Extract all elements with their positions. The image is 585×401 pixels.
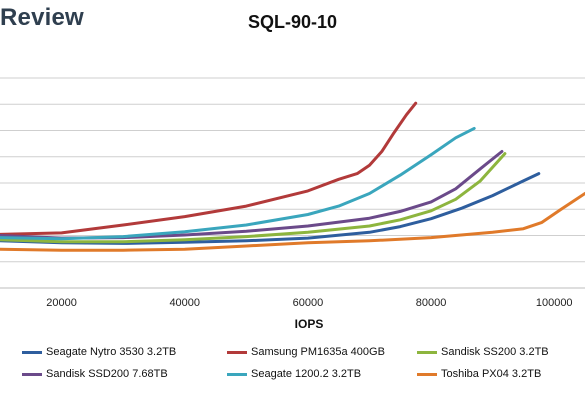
legend-item: Seagate Nytro 3530 3.2TB bbox=[22, 346, 227, 358]
chart-legend: Seagate Nytro 3530 3.2TB Samsung PM1635a … bbox=[22, 346, 582, 380]
legend-label: Sandisk SSD200 7.68TB bbox=[46, 368, 168, 380]
legend-label: Seagate 1200.2 3.2TB bbox=[251, 368, 362, 380]
series-line-5 bbox=[0, 126, 476, 241]
series-line-3 bbox=[0, 152, 507, 244]
legend-item: Sandisk SS200 3.2TB bbox=[417, 346, 577, 358]
chart-title: SQL-90-10 bbox=[247, 12, 338, 32]
legend-item: Seagate 1200.2 3.2TB bbox=[227, 368, 417, 380]
legend-label: Sandisk SS200 3.2TB bbox=[441, 346, 549, 358]
legend-swatch bbox=[22, 350, 42, 354]
legend-label: Toshiba PX04 3.2TB bbox=[441, 368, 542, 380]
legend-label: Seagate Nytro 3530 3.2TB bbox=[46, 346, 177, 358]
legend-swatch bbox=[22, 372, 42, 376]
x-tick-label: 100000 bbox=[536, 297, 573, 309]
series-line-1 bbox=[0, 172, 541, 245]
x-tick-label: 20000 bbox=[46, 297, 77, 309]
legend-swatch bbox=[227, 372, 247, 376]
x-axis-title: IOPS bbox=[295, 317, 324, 331]
legend-label: Samsung PM1635a 400GB bbox=[251, 346, 385, 358]
legend-swatch bbox=[417, 350, 437, 354]
legend-item: Toshiba PX04 3.2TB bbox=[417, 368, 577, 380]
review-watermark: Review bbox=[0, 4, 84, 31]
series-line-6 bbox=[0, 192, 585, 252]
legend-swatch bbox=[227, 350, 247, 354]
x-tick-label: 40000 bbox=[169, 297, 200, 309]
legend-swatch bbox=[417, 372, 437, 376]
x-tick-label: 60000 bbox=[293, 297, 324, 309]
legend-item: Sandisk SSD200 7.68TB bbox=[22, 368, 227, 380]
x-tick-label: 80000 bbox=[416, 297, 447, 309]
legend-item: Samsung PM1635a 400GB bbox=[227, 346, 417, 358]
series-line-2 bbox=[0, 101, 418, 236]
